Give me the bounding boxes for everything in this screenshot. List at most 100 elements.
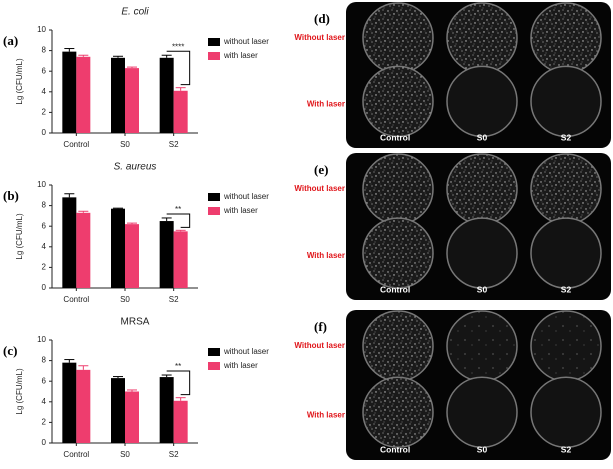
row-label: Without laser [294, 184, 345, 193]
significance-label: **** [172, 42, 184, 51]
legend-swatch [208, 207, 220, 215]
bar [173, 400, 188, 443]
bar [125, 224, 139, 288]
x-tick-label: S2 [169, 295, 179, 304]
y-tick-label: 0 [42, 438, 47, 447]
x-tick-label: S0 [120, 450, 130, 459]
petri-dish [446, 217, 518, 289]
petri-dish [446, 2, 518, 74]
column-label: Control [380, 132, 410, 142]
petri-dish [530, 310, 602, 382]
bar [111, 208, 125, 288]
column-label: Control [380, 284, 410, 294]
significance-label: ** [175, 362, 181, 371]
significance-bracket [166, 370, 191, 396]
column-label: S0 [477, 132, 488, 142]
y-tick-label: 10 [37, 335, 46, 344]
column-label: S2 [561, 284, 572, 294]
bar [173, 90, 188, 133]
x-tick-label: Control [63, 295, 89, 304]
bar [62, 51, 77, 133]
bar [159, 57, 174, 134]
column-label: S0 [477, 444, 488, 454]
petri-dish [362, 153, 434, 225]
petri-dish [362, 65, 434, 138]
significance-bracket [166, 213, 191, 228]
row-label: Without laser [294, 341, 345, 350]
legend-label: without laser [223, 192, 269, 201]
petri-dish [530, 376, 602, 448]
petri-dish [362, 376, 434, 448]
petri-dish [362, 2, 434, 74]
y-tick-label: 2 [42, 263, 47, 272]
chart-title: E. coli [121, 7, 149, 18]
row-label: With laser [307, 99, 345, 108]
panel-label: (b) [3, 188, 19, 203]
bar [62, 197, 77, 288]
y-tick-label: 0 [42, 128, 47, 137]
petri-dish [530, 217, 602, 289]
y-tick-label: 2 [42, 418, 47, 427]
bar [111, 378, 125, 443]
y-tick-label: 0 [42, 283, 47, 292]
x-tick-label: Control [63, 450, 89, 459]
legend-label: with laser [223, 361, 258, 370]
bar [76, 56, 91, 133]
column-label: S2 [561, 444, 572, 454]
row-label: With laser [307, 410, 345, 419]
y-tick-label: 8 [42, 46, 47, 55]
legend-label: with laser [223, 206, 258, 215]
significance-label: ** [175, 205, 181, 214]
x-tick-label: Control [63, 140, 89, 149]
significance-bracket [166, 50, 191, 86]
x-tick-label: S2 [169, 450, 179, 459]
y-tick-label: 10 [37, 25, 46, 34]
chart-title: MRSA [121, 317, 150, 328]
petri-dish [446, 65, 518, 138]
legend-label: without laser [223, 347, 269, 356]
column-label: S2 [561, 132, 572, 142]
y-axis-label: Lg (CFU/mL) [15, 368, 24, 415]
panel-label: (c) [3, 343, 17, 358]
y-tick-label: 6 [42, 221, 47, 230]
y-tick-label: 8 [42, 356, 47, 365]
x-tick-label: S2 [169, 140, 179, 149]
petri-dish [446, 310, 518, 382]
panel-label: (a) [3, 33, 18, 48]
legend-swatch [208, 193, 220, 201]
row-label: With laser [307, 251, 345, 260]
legend-swatch [208, 38, 220, 46]
panel-label: (e) [314, 162, 328, 177]
bar [62, 362, 77, 443]
y-tick-label: 6 [42, 66, 47, 75]
column-label: S0 [477, 284, 488, 294]
bar [76, 212, 91, 288]
y-tick-label: 10 [37, 180, 46, 189]
legend-swatch [208, 362, 220, 370]
petri-dish [362, 310, 434, 382]
y-tick-label: 2 [42, 108, 47, 117]
bar [111, 57, 125, 134]
y-tick-label: 8 [42, 201, 47, 210]
petri-dish [446, 376, 518, 448]
legend-label: without laser [223, 37, 269, 46]
row-label: Without laser [294, 33, 345, 42]
y-axis-label: Lg (CFU/mL) [15, 58, 24, 105]
bar [159, 377, 174, 443]
panel-label: (d) [314, 11, 330, 26]
chart-title: S. aureus [114, 162, 157, 173]
y-tick-label: 4 [42, 242, 47, 251]
bar [76, 369, 91, 443]
legend-swatch [208, 348, 220, 356]
bar [125, 391, 139, 443]
y-axis-label: Lg (CFU/mL) [15, 213, 24, 260]
petri-dish [530, 65, 602, 138]
petri-dish [446, 153, 518, 225]
bar [125, 68, 139, 133]
petri-dish [530, 153, 602, 225]
petri-dish [362, 217, 434, 289]
x-tick-label: S0 [120, 295, 130, 304]
petri-dish [530, 2, 602, 74]
legend-swatch [208, 52, 220, 60]
